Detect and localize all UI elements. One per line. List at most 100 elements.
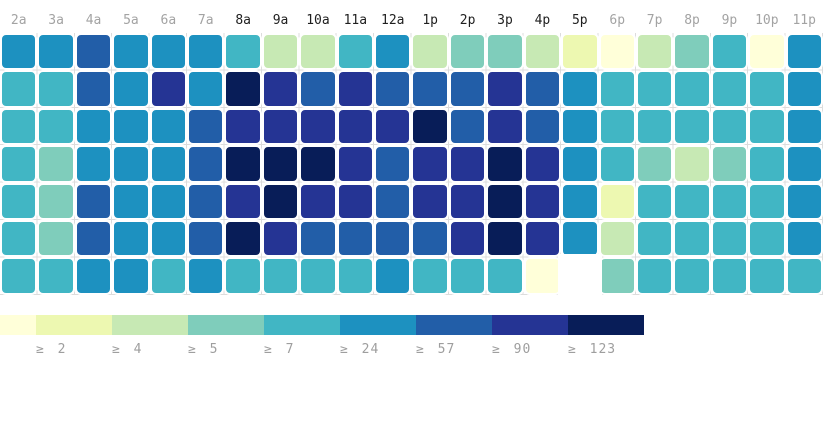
heatmap-cell-r2-3a[interactable] bbox=[37, 70, 75, 108]
heatmap-cell-r7-3p[interactable] bbox=[486, 257, 524, 295]
heatmap-cell-r3-10p[interactable] bbox=[748, 107, 786, 146]
heatmap-cell-r3-7p[interactable] bbox=[635, 107, 674, 146]
heatmap-cell-r7-3a[interactable] bbox=[37, 257, 75, 295]
heatmap-cell-r6-2a[interactable] bbox=[0, 219, 38, 258]
heatmap-cell-r2-9p[interactable] bbox=[710, 70, 749, 108]
heatmap-cell-r2-4p[interactable] bbox=[523, 70, 562, 108]
heatmap-cell-r2-1p[interactable] bbox=[411, 70, 449, 108]
heatmap-cell-r2-8p[interactable] bbox=[673, 70, 711, 108]
heatmap-cell-r5-12a[interactable] bbox=[374, 182, 412, 220]
heatmap-cell-r5-6p[interactable] bbox=[598, 182, 636, 220]
heatmap-cell-r5-3p[interactable] bbox=[486, 182, 524, 220]
heatmap-cell-r5-11p[interactable] bbox=[785, 182, 823, 220]
heatmap-cell-r5-8p[interactable] bbox=[673, 182, 711, 220]
heatmap-cell-r2-7p[interactable] bbox=[635, 70, 674, 108]
heatmap-cell-r5-3a[interactable] bbox=[37, 182, 75, 220]
heatmap-cell-r6-4p[interactable] bbox=[523, 219, 562, 258]
heatmap-cell-r6-4a[interactable] bbox=[74, 219, 113, 258]
heatmap-cell-r3-6a[interactable] bbox=[149, 107, 188, 146]
heatmap-cell-r5-4a[interactable] bbox=[74, 182, 113, 220]
heatmap-cell-r6-10a[interactable] bbox=[299, 219, 337, 258]
heatmap-cell-r2-10a[interactable] bbox=[299, 70, 337, 108]
heatmap-cell-r1-6a[interactable] bbox=[149, 33, 188, 71]
heatmap-cell-r6-2p[interactable] bbox=[448, 219, 487, 258]
heatmap-cell-r2-6a[interactable] bbox=[149, 70, 188, 108]
heatmap-cell-r3-12a[interactable] bbox=[374, 107, 412, 146]
heatmap-cell-r3-9a[interactable] bbox=[261, 107, 300, 146]
heatmap-cell-r1-5p[interactable] bbox=[561, 33, 599, 71]
heatmap-cell-r6-10p[interactable] bbox=[748, 219, 786, 258]
heatmap-cell-r2-3p[interactable] bbox=[486, 70, 524, 108]
heatmap-cell-r1-4a[interactable] bbox=[74, 33, 113, 71]
heatmap-cell-r1-8a[interactable] bbox=[224, 33, 262, 71]
heatmap-cell-r7-9p[interactable] bbox=[710, 257, 749, 295]
heatmap-cell-r4-9a[interactable] bbox=[261, 145, 300, 183]
heatmap-cell-r6-3p[interactable] bbox=[486, 219, 524, 258]
heatmap-cell-r3-5a[interactable] bbox=[112, 107, 150, 146]
heatmap-cell-r2-12a[interactable] bbox=[374, 70, 412, 108]
heatmap-cell-r2-2a[interactable] bbox=[0, 70, 38, 108]
heatmap-cell-r5-10p[interactable] bbox=[748, 182, 786, 220]
heatmap-cell-r3-2a[interactable] bbox=[0, 107, 38, 146]
heatmap-cell-r5-6a[interactable] bbox=[149, 182, 188, 220]
heatmap-cell-r2-11a[interactable] bbox=[336, 70, 375, 108]
heatmap-cell-r4-2a[interactable] bbox=[0, 145, 38, 183]
heatmap-cell-r1-1p[interactable] bbox=[411, 33, 449, 71]
heatmap-cell-r7-11a[interactable] bbox=[336, 257, 375, 295]
heatmap-cell-r4-2p[interactable] bbox=[448, 145, 487, 183]
heatmap-cell-r3-11a[interactable] bbox=[336, 107, 375, 146]
heatmap-cell-r7-9a[interactable] bbox=[261, 257, 300, 295]
heatmap-cell-r7-10a[interactable] bbox=[299, 257, 337, 295]
heatmap-cell-r5-10a[interactable] bbox=[299, 182, 337, 220]
heatmap-cell-r6-7a[interactable] bbox=[187, 219, 225, 258]
heatmap-cell-r7-4p[interactable] bbox=[523, 257, 562, 295]
heatmap-cell-r1-4p[interactable] bbox=[523, 33, 562, 71]
heatmap-cell-r4-6a[interactable] bbox=[149, 145, 188, 183]
heatmap-cell-r7-11p[interactable] bbox=[785, 257, 823, 295]
heatmap-cell-r1-3p[interactable] bbox=[486, 33, 524, 71]
heatmap-cell-r3-8p[interactable] bbox=[673, 107, 711, 146]
heatmap-cell-r3-3p[interactable] bbox=[486, 107, 524, 146]
heatmap-cell-r3-4p[interactable] bbox=[523, 107, 562, 146]
heatmap-cell-r4-8p[interactable] bbox=[673, 145, 711, 183]
heatmap-cell-r2-8a[interactable] bbox=[224, 70, 262, 108]
heatmap-cell-r5-9p[interactable] bbox=[710, 182, 749, 220]
heatmap-cell-r4-4a[interactable] bbox=[74, 145, 113, 183]
heatmap-cell-r4-10a[interactable] bbox=[299, 145, 337, 183]
heatmap-cell-r6-8p[interactable] bbox=[673, 219, 711, 258]
heatmap-cell-r7-4a[interactable] bbox=[74, 257, 113, 295]
heatmap-cell-r7-2a[interactable] bbox=[0, 257, 38, 295]
heatmap-cell-r1-7a[interactable] bbox=[187, 33, 225, 71]
heatmap-cell-r5-1p[interactable] bbox=[411, 182, 449, 220]
heatmap-cell-r4-5p[interactable] bbox=[561, 145, 599, 183]
heatmap-cell-r2-10p[interactable] bbox=[748, 70, 786, 108]
heatmap-cell-r3-3a[interactable] bbox=[37, 107, 75, 146]
heatmap-cell-r6-1p[interactable] bbox=[411, 219, 449, 258]
heatmap-cell-r7-1p[interactable] bbox=[411, 257, 449, 295]
heatmap-cell-r6-11p[interactable] bbox=[785, 219, 823, 258]
heatmap-cell-r4-12a[interactable] bbox=[374, 145, 412, 183]
heatmap-cell-r6-8a[interactable] bbox=[224, 219, 262, 258]
heatmap-cell-r7-6a[interactable] bbox=[149, 257, 188, 295]
heatmap-cell-r1-10p[interactable] bbox=[748, 33, 786, 71]
heatmap-cell-r1-8p[interactable] bbox=[673, 33, 711, 71]
heatmap-cell-r1-5a[interactable] bbox=[112, 33, 150, 71]
heatmap-cell-r7-7p[interactable] bbox=[635, 257, 674, 295]
heatmap-cell-r5-7a[interactable] bbox=[187, 182, 225, 220]
heatmap-cell-r5-5p[interactable] bbox=[561, 182, 599, 220]
heatmap-cell-r6-6a[interactable] bbox=[149, 219, 188, 258]
heatmap-cell-r2-7a[interactable] bbox=[187, 70, 225, 108]
heatmap-cell-r1-9a[interactable] bbox=[261, 33, 300, 71]
heatmap-cell-r2-4a[interactable] bbox=[74, 70, 113, 108]
heatmap-cell-r7-5a[interactable] bbox=[112, 257, 150, 295]
heatmap-cell-r3-8a[interactable] bbox=[224, 107, 262, 146]
heatmap-cell-r1-7p[interactable] bbox=[635, 33, 674, 71]
heatmap-cell-r7-2p[interactable] bbox=[448, 257, 487, 295]
heatmap-cell-r6-5p[interactable] bbox=[561, 219, 599, 258]
heatmap-cell-r5-11a[interactable] bbox=[336, 182, 375, 220]
heatmap-cell-r4-11a[interactable] bbox=[336, 145, 375, 183]
heatmap-cell-r2-5a[interactable] bbox=[112, 70, 150, 108]
heatmap-cell-r4-11p[interactable] bbox=[785, 145, 823, 183]
heatmap-cell-r1-9p[interactable] bbox=[710, 33, 749, 71]
heatmap-cell-r3-1p[interactable] bbox=[411, 107, 449, 146]
